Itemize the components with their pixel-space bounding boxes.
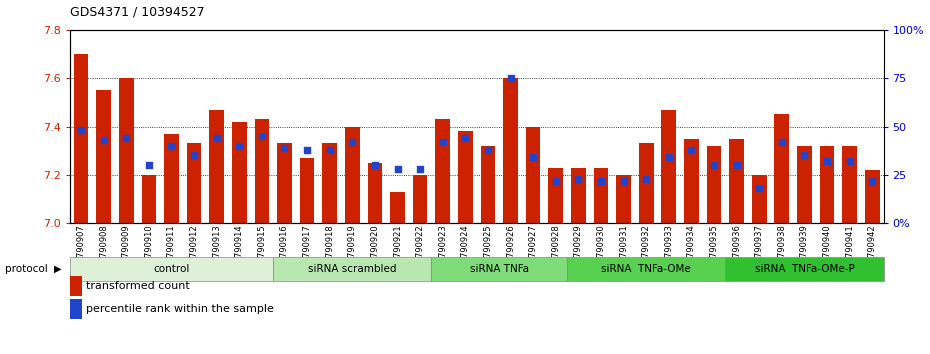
Point [571, 176, 586, 182]
Text: ▶: ▶ [54, 264, 61, 274]
Bar [299, 158, 314, 223]
Bar [323, 143, 337, 223]
Bar [435, 119, 450, 223]
Text: GDS4371 / 10394527: GDS4371 / 10394527 [70, 5, 205, 18]
Text: siRNA  TNFa-OMe-P: siRNA TNFa-OMe-P [754, 264, 855, 274]
Bar [549, 167, 563, 223]
FancyBboxPatch shape [273, 257, 432, 281]
Point [390, 166, 405, 172]
Bar [97, 90, 111, 223]
Point [323, 147, 338, 153]
Point [299, 147, 314, 153]
Point [164, 143, 179, 149]
Point [775, 139, 790, 145]
Bar [73, 54, 88, 223]
FancyBboxPatch shape [432, 257, 567, 281]
Point [119, 135, 134, 141]
Point [661, 155, 676, 160]
Bar [797, 146, 812, 223]
Bar [367, 163, 382, 223]
Text: percentile rank within the sample: percentile rank within the sample [86, 304, 274, 314]
Text: siRNA scrambled: siRNA scrambled [308, 264, 396, 274]
Bar [345, 127, 360, 223]
Point [865, 178, 880, 183]
Point [639, 176, 654, 182]
Bar [639, 143, 654, 223]
FancyBboxPatch shape [567, 257, 725, 281]
Point [345, 139, 360, 145]
Point [819, 159, 834, 164]
Bar [707, 146, 722, 223]
FancyBboxPatch shape [70, 257, 273, 281]
Point [707, 162, 722, 168]
Text: protocol: protocol [5, 264, 47, 274]
Text: siRNA  TNFa-OMe: siRNA TNFa-OMe [602, 264, 691, 274]
Bar [209, 110, 224, 223]
FancyBboxPatch shape [725, 257, 883, 281]
Point [751, 185, 766, 191]
Bar [729, 139, 744, 223]
Bar [232, 122, 246, 223]
Bar [164, 134, 179, 223]
Point [187, 153, 202, 158]
Bar [751, 175, 766, 223]
Bar [458, 131, 472, 223]
Point [96, 137, 111, 143]
Point [232, 143, 246, 149]
Point [843, 159, 857, 164]
Bar [593, 167, 608, 223]
Point [209, 135, 224, 141]
Point [73, 127, 88, 133]
Point [413, 166, 428, 172]
Point [797, 153, 812, 158]
Bar [413, 175, 428, 223]
Point [367, 162, 382, 168]
Bar [255, 119, 269, 223]
Point [255, 133, 270, 139]
Bar [617, 175, 631, 223]
Text: siRNA TNFa: siRNA TNFa [470, 264, 529, 274]
Bar [819, 146, 834, 223]
Point [141, 162, 156, 168]
Point [616, 178, 631, 183]
Point [503, 75, 518, 81]
Point [593, 178, 608, 183]
Point [549, 178, 564, 183]
Bar [525, 127, 540, 223]
Bar [684, 139, 698, 223]
Bar [865, 170, 880, 223]
Bar [391, 192, 405, 223]
Point [684, 147, 698, 153]
Bar [503, 78, 518, 223]
Bar [277, 143, 292, 223]
Text: transformed count: transformed count [86, 281, 191, 291]
Bar [843, 146, 857, 223]
Point [277, 145, 292, 150]
Point [729, 162, 744, 168]
Bar [661, 110, 676, 223]
Text: control: control [153, 264, 190, 274]
Bar [481, 146, 496, 223]
Bar [571, 167, 586, 223]
Point [481, 147, 496, 153]
Point [525, 155, 540, 160]
Bar [141, 175, 156, 223]
Bar [119, 78, 134, 223]
Bar [187, 143, 202, 223]
Point [458, 135, 472, 141]
Point [435, 139, 450, 145]
Bar [775, 114, 790, 223]
